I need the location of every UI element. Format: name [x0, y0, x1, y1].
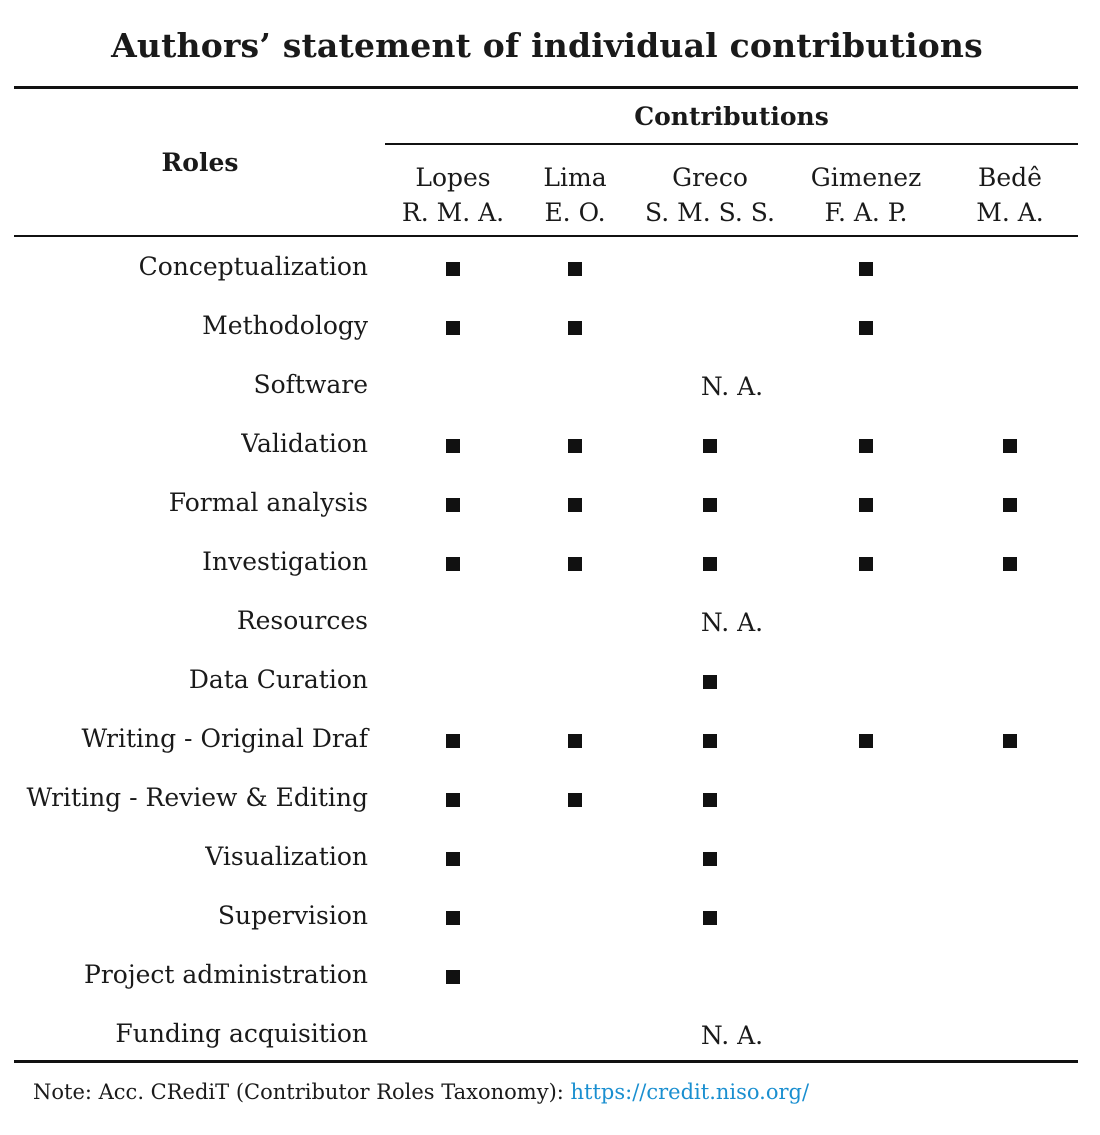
contribution-mark — [859, 498, 873, 512]
role-label: Formal analysis — [168, 488, 368, 517]
contribution-mark — [568, 498, 582, 512]
contributions-rule — [385, 143, 1078, 145]
role-label: Resources — [236, 606, 368, 635]
contribution-mark — [859, 262, 873, 276]
contribution-mark — [446, 557, 460, 571]
role-label: Data Curation — [188, 665, 368, 694]
contribution-mark — [1003, 439, 1017, 453]
contribution-mark — [703, 439, 717, 453]
role-label: Writing - Review & Editing — [26, 783, 368, 812]
contribution-mark — [446, 793, 460, 807]
contribution-mark — [568, 734, 582, 748]
author-initials: R. M. A. — [401, 198, 505, 227]
role-label: Funding acquisition — [115, 1019, 368, 1048]
contribution-mark — [446, 734, 460, 748]
author-initials: M. A. — [976, 198, 1044, 227]
contribution-mark — [446, 439, 460, 453]
contribution-mark — [446, 970, 460, 984]
contribution-mark — [446, 852, 460, 866]
author-surname: Lopes — [415, 163, 491, 192]
bottom-rule — [14, 1060, 1078, 1063]
table-title: Authors’ statement of individual contrib… — [111, 26, 983, 65]
contribution-mark — [703, 557, 717, 571]
contributions-header: Contributions — [634, 102, 829, 131]
table-note: Note: Acc. CRediT (Contributor Roles Tax… — [33, 1080, 809, 1104]
role-label: Supervision — [217, 901, 368, 930]
not-applicable-cell: N. A. — [700, 372, 764, 401]
contribution-mark — [446, 911, 460, 925]
role-label: Validation — [241, 429, 368, 458]
role-label: Methodology — [202, 311, 368, 340]
contribution-mark — [703, 852, 717, 866]
author-initials: E. O. — [544, 198, 606, 227]
role-label: Visualization — [205, 842, 368, 871]
contribution-mark — [568, 793, 582, 807]
author-header-greco: Greco S. M. S. S. — [645, 160, 775, 230]
contribution-mark — [859, 439, 873, 453]
contribution-mark — [568, 557, 582, 571]
roles-header: Roles — [161, 148, 239, 177]
contribution-mark — [568, 262, 582, 276]
contribution-mark — [703, 675, 717, 689]
author-header-bedê: Bedê M. A. — [976, 160, 1044, 230]
role-label: Project administration — [84, 960, 368, 989]
not-applicable-cell: N. A. — [700, 1021, 764, 1050]
contribution-mark — [859, 734, 873, 748]
contribution-mark — [703, 734, 717, 748]
note-text: Note: Acc. CRediT (Contributor Roles Tax… — [33, 1080, 571, 1104]
author-surname: Lima — [543, 163, 607, 192]
contribution-mark — [446, 321, 460, 335]
top-rule — [14, 86, 1078, 89]
role-label: Investigation — [202, 547, 368, 576]
author-header-lima: Lima E. O. — [543, 160, 606, 230]
contribution-mark — [859, 557, 873, 571]
contribution-mark — [568, 321, 582, 335]
author-surname: Gimenez — [810, 163, 922, 192]
author-surname: Greco — [672, 163, 748, 192]
contribution-mark — [703, 498, 717, 512]
contribution-mark — [703, 793, 717, 807]
contribution-mark — [859, 321, 873, 335]
contribution-mark — [446, 262, 460, 276]
role-label: Conceptualization — [138, 252, 368, 281]
author-header-lopes: Lopes R. M. A. — [402, 160, 504, 230]
author-header-gimenez: Gimenez F. A. P. — [811, 160, 922, 230]
contribution-mark — [1003, 734, 1017, 748]
contribution-mark — [703, 911, 717, 925]
contribution-mark — [568, 439, 582, 453]
credit-link[interactable]: https://credit.niso.org/ — [570, 1080, 810, 1104]
not-applicable-cell: N. A. — [700, 608, 764, 637]
author-surname: Bedê — [978, 163, 1042, 192]
header-rule — [14, 235, 1078, 237]
author-initials: F. A. P. — [824, 198, 908, 227]
contribution-mark — [1003, 498, 1017, 512]
contribution-mark — [1003, 557, 1017, 571]
contribution-mark — [446, 498, 460, 512]
role-label: Software — [253, 370, 368, 399]
role-label: Writing - Original Draf — [81, 724, 368, 753]
author-initials: S. M. S. S. — [645, 198, 775, 227]
